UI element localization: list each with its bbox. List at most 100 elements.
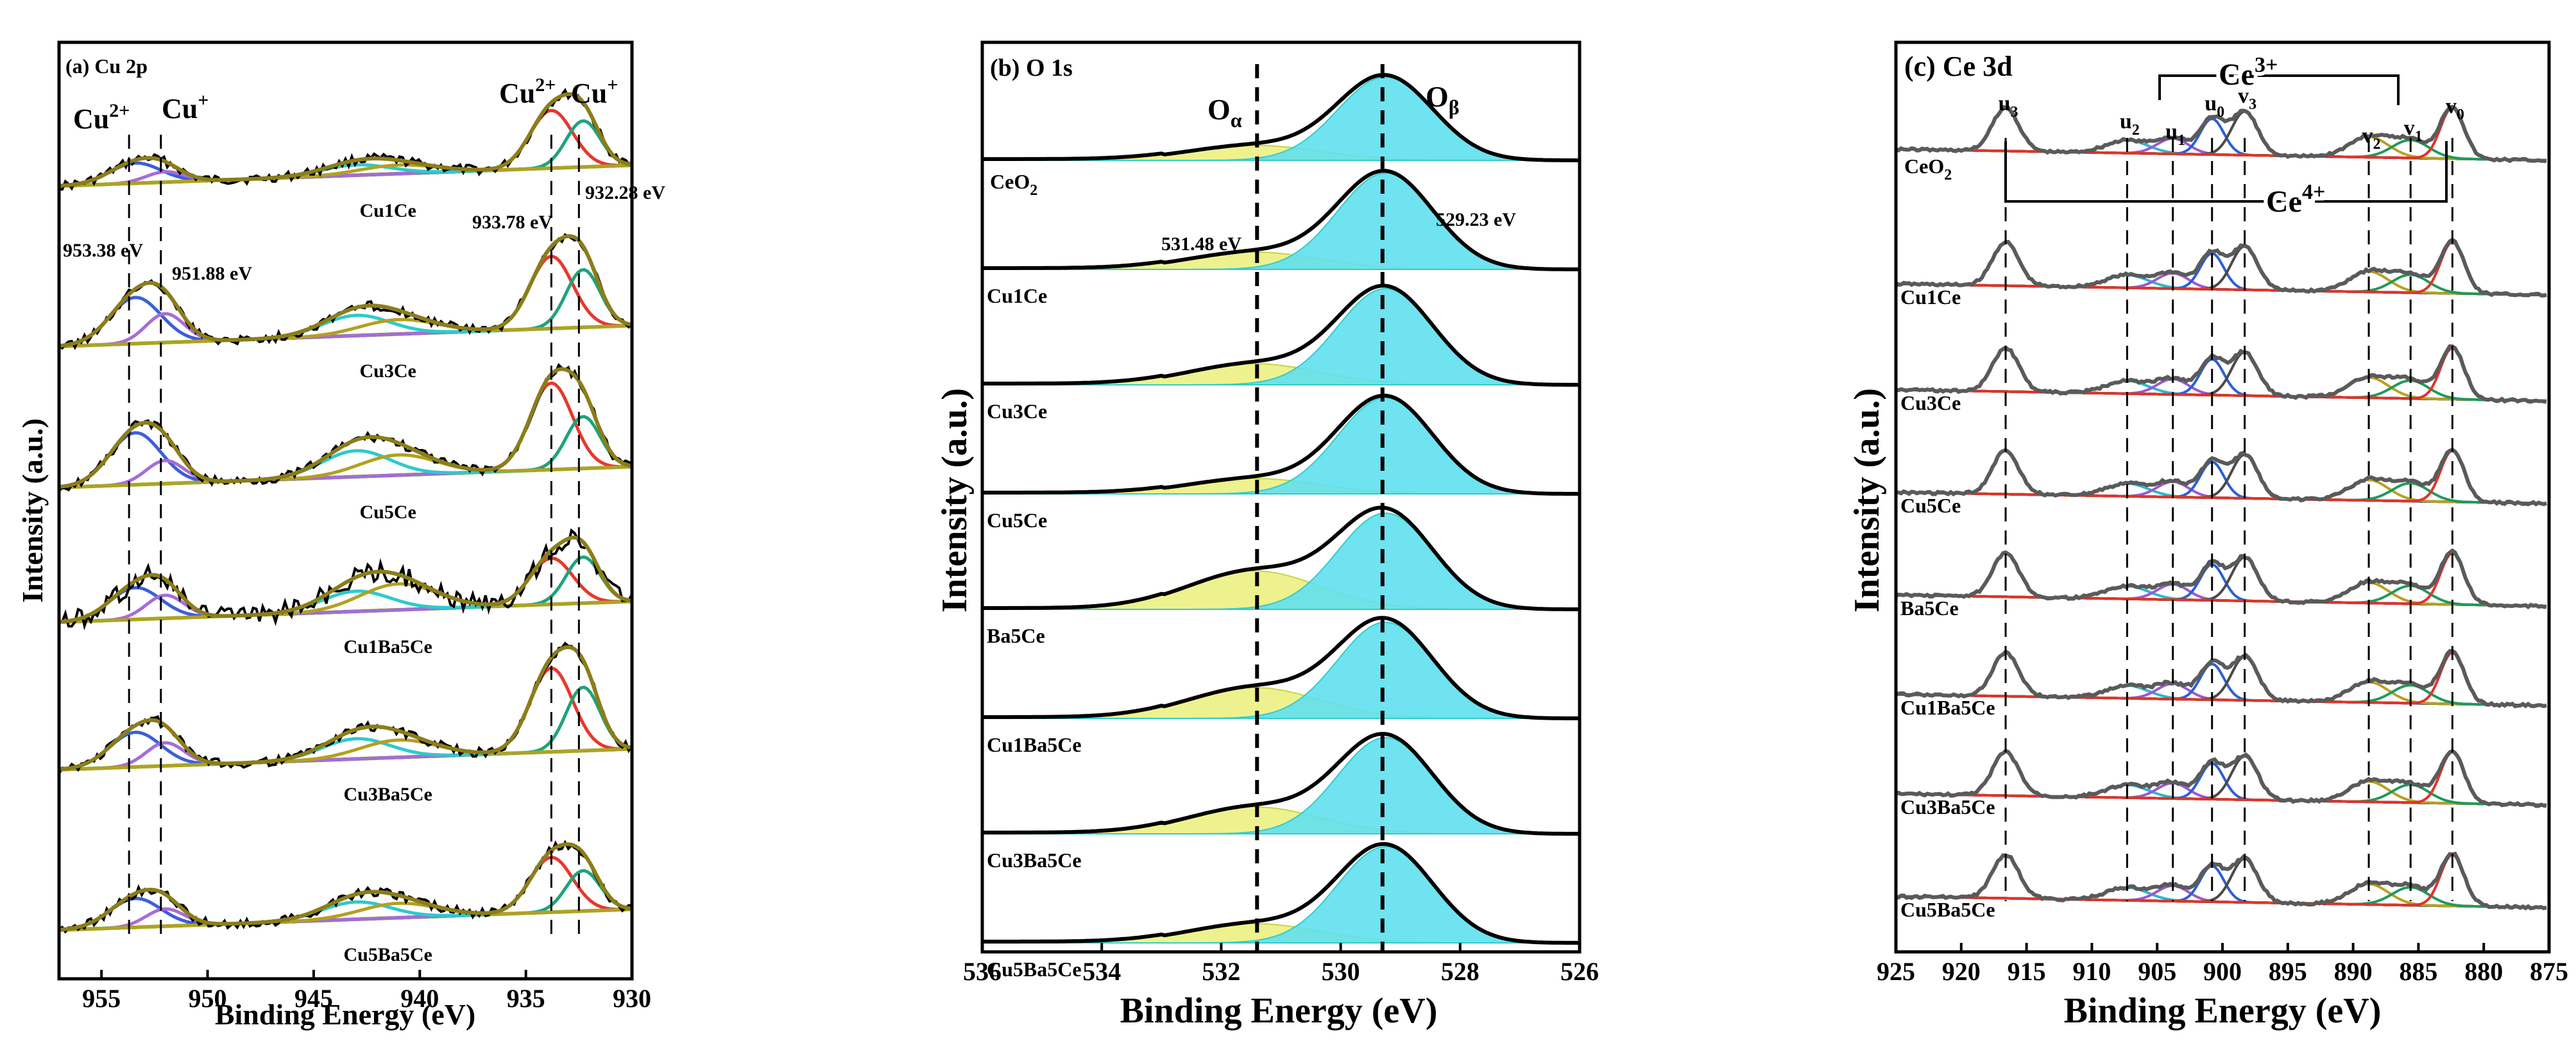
raw-data-line xyxy=(1895,237,2547,298)
raw-data-line xyxy=(982,169,1580,271)
fit-envelope xyxy=(58,645,633,772)
ce3d-spectrum-Cu1Ce: Cu1Ce xyxy=(1895,237,2547,309)
x-tick-label: 915 xyxy=(2008,957,2046,986)
x-tick-label: 536 xyxy=(963,957,1002,986)
cu2p-spectrum-Cu1Ba5Ce: Cu1Ba5Ce xyxy=(58,528,633,657)
ce4-bracket-line xyxy=(2004,141,2448,203)
sample-label: Cu5Ce xyxy=(987,509,1047,532)
o1s-spectrum-Cu3Ba5Ce: Cu3Ba5Ce xyxy=(982,732,1580,872)
cu2p-spectrum-Cu3Ba5Ce: Cu3Ba5Ce xyxy=(58,641,633,805)
energy-label-933: 933.78 eV xyxy=(472,212,552,233)
sample-label: Cu5Ba5Ce xyxy=(987,958,1082,981)
ce3d-spectrum-Cu3Ba5Ce: Cu3Ba5Ce xyxy=(1895,749,2547,818)
sample-label: Cu3Ba5Ce xyxy=(1900,795,1995,818)
annotation-cu2-left: Cu2+ xyxy=(73,100,130,135)
peak-label-v3: v3 xyxy=(2238,84,2256,113)
u3-peak xyxy=(1895,241,2546,296)
panel-c-ce3d: CeO2 Cu1Ce Cu3Ce Cu5Ce Ba5Ce Cu1Ba5Ce Cu3Ba5Ce… xyxy=(1847,40,2568,1031)
sample-label: Cu3Ba5Ce xyxy=(343,784,432,805)
raw-data-line xyxy=(1895,851,2547,911)
x-tick-label: 534 xyxy=(1082,957,1121,986)
sample-label: Ba5Ce xyxy=(1900,597,1959,620)
u3-peak xyxy=(1895,346,2546,402)
ce3d-spectrum-Cu5Ce: Cu5Ce xyxy=(1895,447,2547,517)
peak-label-v2: v2 xyxy=(2362,124,2381,153)
peak-label-u1: u1 xyxy=(2165,120,2185,149)
plot-area-c: CeO2 Cu1Ce Cu3Ce Cu5Ce Ba5Ce Cu1Ba5Ce Cu3Ba5Ce… xyxy=(1895,84,2547,921)
x-tick-label: 910 xyxy=(2072,957,2111,986)
panel-title-c: (c) Ce 3d xyxy=(1904,51,2013,82)
x-tick-label: 880 xyxy=(2464,957,2503,986)
raw-data-line xyxy=(982,842,1580,945)
sample-label: Cu1Ce xyxy=(1900,285,1961,309)
o1s-spectrum-Cu5Ba5Ce: Cu5Ba5Ce xyxy=(982,842,1580,981)
x-tick-label: 930 xyxy=(613,984,651,1013)
peak-label-u3: u3 xyxy=(1999,92,2018,121)
annotation-cu1-left: Cu+ xyxy=(162,90,209,124)
o1s-spectrum-Cu1Ba5Ce: Cu1Ba5Ce xyxy=(982,616,1580,756)
sample-label: Cu5Ce xyxy=(1900,494,1961,517)
raw-data-line xyxy=(982,393,1580,496)
v0-peak xyxy=(1895,346,2546,402)
shakeup-peak-2 xyxy=(58,318,633,348)
sample-label: Cu5Ce xyxy=(359,502,416,523)
energy-label-953: 953.38 eV xyxy=(63,240,143,261)
annotation-cu1-right: Cu+ xyxy=(571,74,618,109)
annotation-o-alpha: Oα xyxy=(1207,93,1242,131)
ce3d-spectrum-Cu5Ba5Ce: Cu5Ba5Ce xyxy=(1895,851,2547,921)
v0-peak xyxy=(1895,241,2546,296)
x-tick-label: 945 xyxy=(294,984,333,1013)
x-tick-label: 955 xyxy=(82,984,121,1013)
axes-frame-b xyxy=(980,40,1582,954)
x-tick-label: 530 xyxy=(1322,957,1360,986)
x-tick-label: 890 xyxy=(2334,957,2373,986)
x-tick-label: 895 xyxy=(2269,957,2307,986)
sample-label: Cu3Ba5Ce xyxy=(987,849,1082,872)
raw-data-line xyxy=(982,732,1580,836)
raw-data-line xyxy=(1896,648,2547,709)
axes-frame-a xyxy=(57,40,634,981)
shakeup-peak-2 xyxy=(58,453,633,489)
fit-envelope xyxy=(58,367,633,489)
raw-data-line xyxy=(1895,749,2547,808)
o1s-spectrum-Cu5Ce: Cu5Ce xyxy=(982,393,1580,532)
x-tick-label: 532 xyxy=(1202,957,1240,986)
ce3d-spectrum-Cu3Ce: Cu3Ce xyxy=(1895,344,2547,414)
sample-label: Cu5Ba5Ce xyxy=(1900,898,1995,921)
sample-label: Cu1Ba5Ce xyxy=(987,733,1082,756)
y-axis-label-c: Intensity (a.u.) xyxy=(1847,388,1887,613)
cu2p-spectrum-Cu1Ce: Cu1Ce xyxy=(58,87,633,221)
shakeup-peak-2 xyxy=(58,163,633,188)
peak-label-v0: v0 xyxy=(2446,94,2464,123)
panel-title-b: (b) O 1s xyxy=(990,55,1073,81)
annotation-cu2-right: Cu2+ xyxy=(499,74,556,109)
x-tick-label: 935 xyxy=(507,984,545,1013)
sample-label: CeO2 xyxy=(990,170,1037,199)
x-tick-label: 905 xyxy=(2138,957,2176,986)
raw-data-line xyxy=(1895,105,2547,164)
sample-label: Cu5Ba5Ce xyxy=(343,944,432,965)
v0-peak xyxy=(1895,750,2546,806)
x-tick-label: 875 xyxy=(2530,957,2568,986)
ce4-label: Ce4+ xyxy=(2266,180,2325,219)
x-axis-b: 536 534 532 530 528 526 xyxy=(963,943,1599,986)
raw-data-line xyxy=(982,616,1580,720)
sample-label: CeO2 xyxy=(1904,155,1952,183)
raw-data-line xyxy=(982,284,1580,387)
shakeup-peak-2 xyxy=(58,738,633,772)
cu2p-spectrum-Cu5Ce: Cu5Ce xyxy=(58,362,633,523)
energy-label-531: 531.48 eV xyxy=(1161,233,1241,255)
x-tick-label: 900 xyxy=(2203,957,2242,986)
raw-data-line xyxy=(1895,344,2547,404)
peak-label-u0: u0 xyxy=(2205,92,2224,121)
x-tick-label: 528 xyxy=(1441,957,1480,986)
ce3-bracket: Ce3+ xyxy=(2158,49,2400,105)
sample-label: Cu3Ce xyxy=(359,360,416,382)
sample-label: Cu3Ce xyxy=(1900,391,1961,414)
ce4-bracket: Ce4+ xyxy=(2004,141,2448,223)
ce3d-spectrum-Cu1Ba5Ce: Cu1Ba5Ce xyxy=(1895,648,2547,719)
u3-peak xyxy=(1895,449,2546,505)
shakeup-peak-2 xyxy=(58,582,633,624)
raw-data-line xyxy=(982,72,1580,162)
